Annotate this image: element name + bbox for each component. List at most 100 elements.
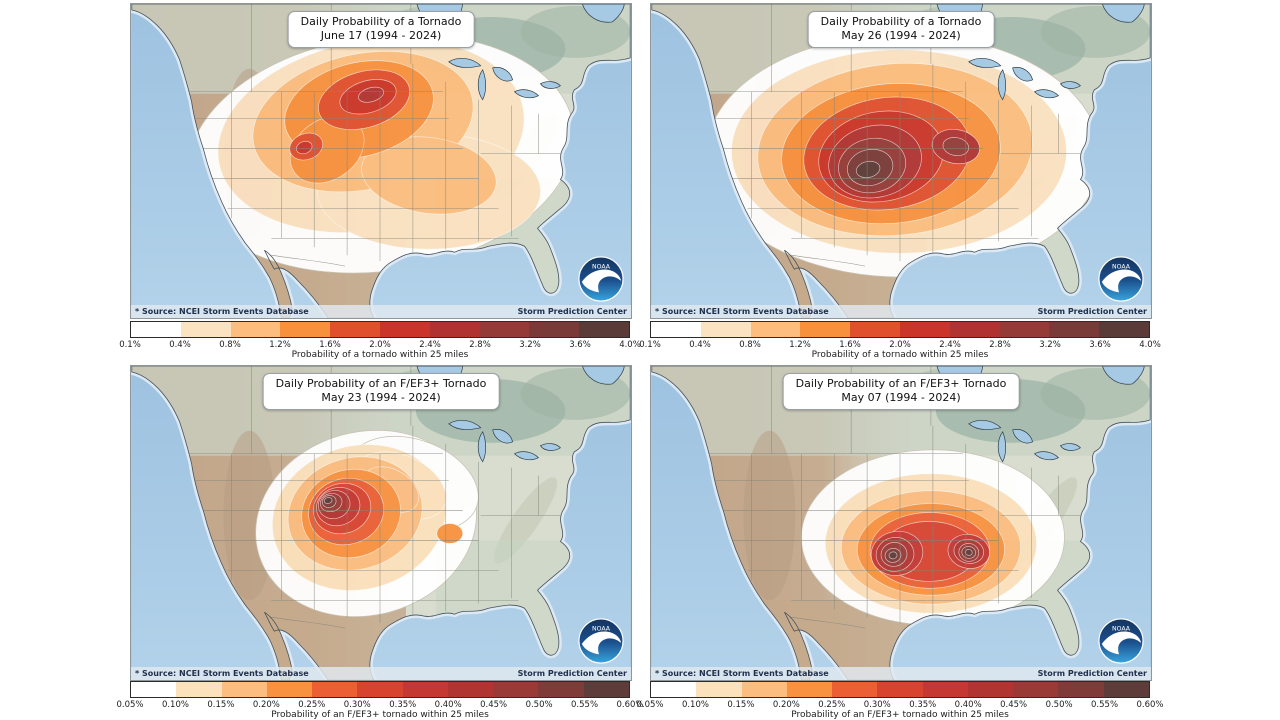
colorbar-tick: 0.40% xyxy=(954,700,982,710)
colorbar-tick: 4.0% xyxy=(619,340,641,350)
colorbar-segment xyxy=(800,322,851,337)
spc-credit: Storm Prediction Center xyxy=(517,307,627,316)
colorbar-tick: 0.8% xyxy=(739,340,761,350)
colorbar-tick: 0.25% xyxy=(818,700,846,710)
colorbar-ticks: 0.1% 0.4% 0.8% 1.2% 1.6% 2.0% 2.4% 2.8% 3.2% 3.6%… xyxy=(119,338,641,350)
colorbar-tick: 2.4% xyxy=(419,340,441,350)
colorbar-swatches xyxy=(130,321,630,338)
colorbar-ticks: 0.05% 0.10% 0.15% 0.20% 0.25% 0.30% 0.35% 0.40%… xyxy=(636,698,1163,710)
map-image xyxy=(131,4,631,318)
colorbar-swatches xyxy=(130,681,630,698)
colorbar-tick: 0.30% xyxy=(863,700,891,710)
colorbar-segment xyxy=(922,682,968,697)
colorbar-segment xyxy=(850,322,900,337)
colorbar-tick: 0.55% xyxy=(571,700,599,710)
map-title-line2: May 07 (1994 - 2024) xyxy=(841,391,961,405)
colorbar-segment xyxy=(1013,682,1059,697)
colorbar-tick: 4.0% xyxy=(1139,340,1161,350)
colorbar-tick: 3.6% xyxy=(569,340,591,350)
colorbar-segment xyxy=(266,682,313,697)
colorbar-tick: 2.4% xyxy=(939,340,961,350)
colorbar-tick: 1.2% xyxy=(789,340,811,350)
colorbar-segment xyxy=(357,682,403,697)
colorbar-segment xyxy=(696,682,742,697)
noaa-logo: NOAA xyxy=(1098,618,1144,664)
colorbar-segment xyxy=(230,322,281,337)
colorbar-segment xyxy=(651,322,701,337)
colorbar-tick: 0.40% xyxy=(434,700,462,710)
colorbar-tick: 0.45% xyxy=(1000,700,1028,710)
source-credit: * Source: NCEI Storm Events Database xyxy=(655,307,829,316)
colorbar-tick: 1.2% xyxy=(269,340,291,350)
colorbar-segment xyxy=(1099,322,1149,337)
map-title-line2: May 26 (1994 - 2024) xyxy=(841,29,961,43)
probability-contour xyxy=(361,136,497,215)
colorbar-tick: 0.50% xyxy=(1045,700,1073,710)
colorbar-segment xyxy=(493,682,539,697)
colorbar-tick: 2.0% xyxy=(889,340,911,350)
probability-contour xyxy=(436,523,464,544)
colorbar-tick: 0.8% xyxy=(219,340,241,350)
colorbar-segment xyxy=(312,682,358,697)
colorbar-tick: 0.50% xyxy=(525,700,553,710)
colorbar-tick: 0.4% xyxy=(169,340,191,350)
colorbar-tick: 3.2% xyxy=(1039,340,1061,350)
colorbar-segment xyxy=(832,682,878,697)
map-image xyxy=(651,366,1151,680)
colorbar-tick: 0.4% xyxy=(689,340,711,350)
colorbar-segment xyxy=(999,322,1050,337)
colorbar-swatches xyxy=(650,681,1150,698)
colorbar-segment xyxy=(429,322,480,337)
colorbar-ticks: 0.1% 0.4% 0.8% 1.2% 1.6% 2.0% 2.4% 2.8% 3.2% 3.6%… xyxy=(639,338,1161,350)
probability-contour xyxy=(358,86,384,103)
colorbar-tick: 2.8% xyxy=(989,340,1011,350)
colorbar-tick: 0.45% xyxy=(480,700,508,710)
noaa-logo: NOAA xyxy=(578,256,624,302)
colorbar-tick: 0.20% xyxy=(252,700,280,710)
colorbar-segment xyxy=(786,682,833,697)
colorbar-tick: 0.30% xyxy=(343,700,371,710)
colorbar-segment xyxy=(131,322,181,337)
colorbar-tick: 0.10% xyxy=(161,700,189,710)
colorbar-segment xyxy=(1103,682,1149,697)
map-title-line1: Daily Probability of an F/EF3+ Tornado xyxy=(795,377,1007,390)
map-title-line2: May 23 (1994 - 2024) xyxy=(321,391,441,405)
colorbar-segment xyxy=(176,682,222,697)
colorbar-tick: 3.6% xyxy=(1089,340,1111,350)
map-title: Daily Probability of a Tornado June 17 (… xyxy=(287,11,475,48)
colorbar-segment xyxy=(538,682,584,697)
map-panel-tornado-june17: Daily Probability of a Tornado June 17 (… xyxy=(130,3,632,319)
colorbar-swatches xyxy=(650,321,1150,338)
map-panel-ef3-may07: Daily Probability of an F/EF3+ Tornado M… xyxy=(650,365,1152,681)
colorbar-segment xyxy=(579,322,629,337)
map-title-line2: June 17 (1994 - 2024) xyxy=(320,29,442,43)
colorbar-segment xyxy=(402,682,448,697)
colorbar-segment xyxy=(180,322,231,337)
map-title-line1: Daily Probability of a Tornado xyxy=(820,15,982,28)
map-title: Daily Probability of an F/EF3+ Tornado M… xyxy=(782,373,1020,410)
colorbar-tick: 0.20% xyxy=(772,700,800,710)
source-credit: * Source: NCEI Storm Events Database xyxy=(655,669,829,678)
colorbar-segment xyxy=(899,322,950,337)
colorbar-segment xyxy=(967,682,1014,697)
prob-contours xyxy=(187,33,575,274)
colorbar-segment xyxy=(741,682,787,697)
colorbar-ticks: 0.05% 0.10% 0.15% 0.20% 0.25% 0.30% 0.35% 0.40%… xyxy=(116,698,643,710)
spc-credit: Storm Prediction Center xyxy=(517,669,627,678)
noaa-logo-text: NOAA xyxy=(592,625,611,632)
map-title-line1: Daily Probability of a Tornado xyxy=(300,15,462,28)
probability-contour xyxy=(888,551,898,560)
colorbar-tick: 0.60% xyxy=(616,700,644,710)
map-panel-ef3-may23: Daily Probability of an F/EF3+ Tornado M… xyxy=(130,365,632,681)
colorbar-tornado-left: 0.1% 0.4% 0.8% 1.2% 1.6% 2.0% 2.4% 2.8% 3.2% 3.6%… xyxy=(119,321,641,360)
colorbar-segment xyxy=(1049,322,1100,337)
colorbar-segment xyxy=(583,682,629,697)
colorbar-segment xyxy=(700,322,751,337)
map-footer-strip: * Source: NCEI Storm Events Database Sto… xyxy=(651,305,1151,318)
colorbar-segment xyxy=(750,322,801,337)
colorbar-tick: 0.10% xyxy=(681,700,709,710)
source-credit: * Source: NCEI Storm Events Database xyxy=(135,307,309,316)
colorbar-tick: 3.2% xyxy=(519,340,541,350)
colorbar-segment xyxy=(131,682,177,697)
colorbar-tick: 0.1% xyxy=(119,340,141,350)
